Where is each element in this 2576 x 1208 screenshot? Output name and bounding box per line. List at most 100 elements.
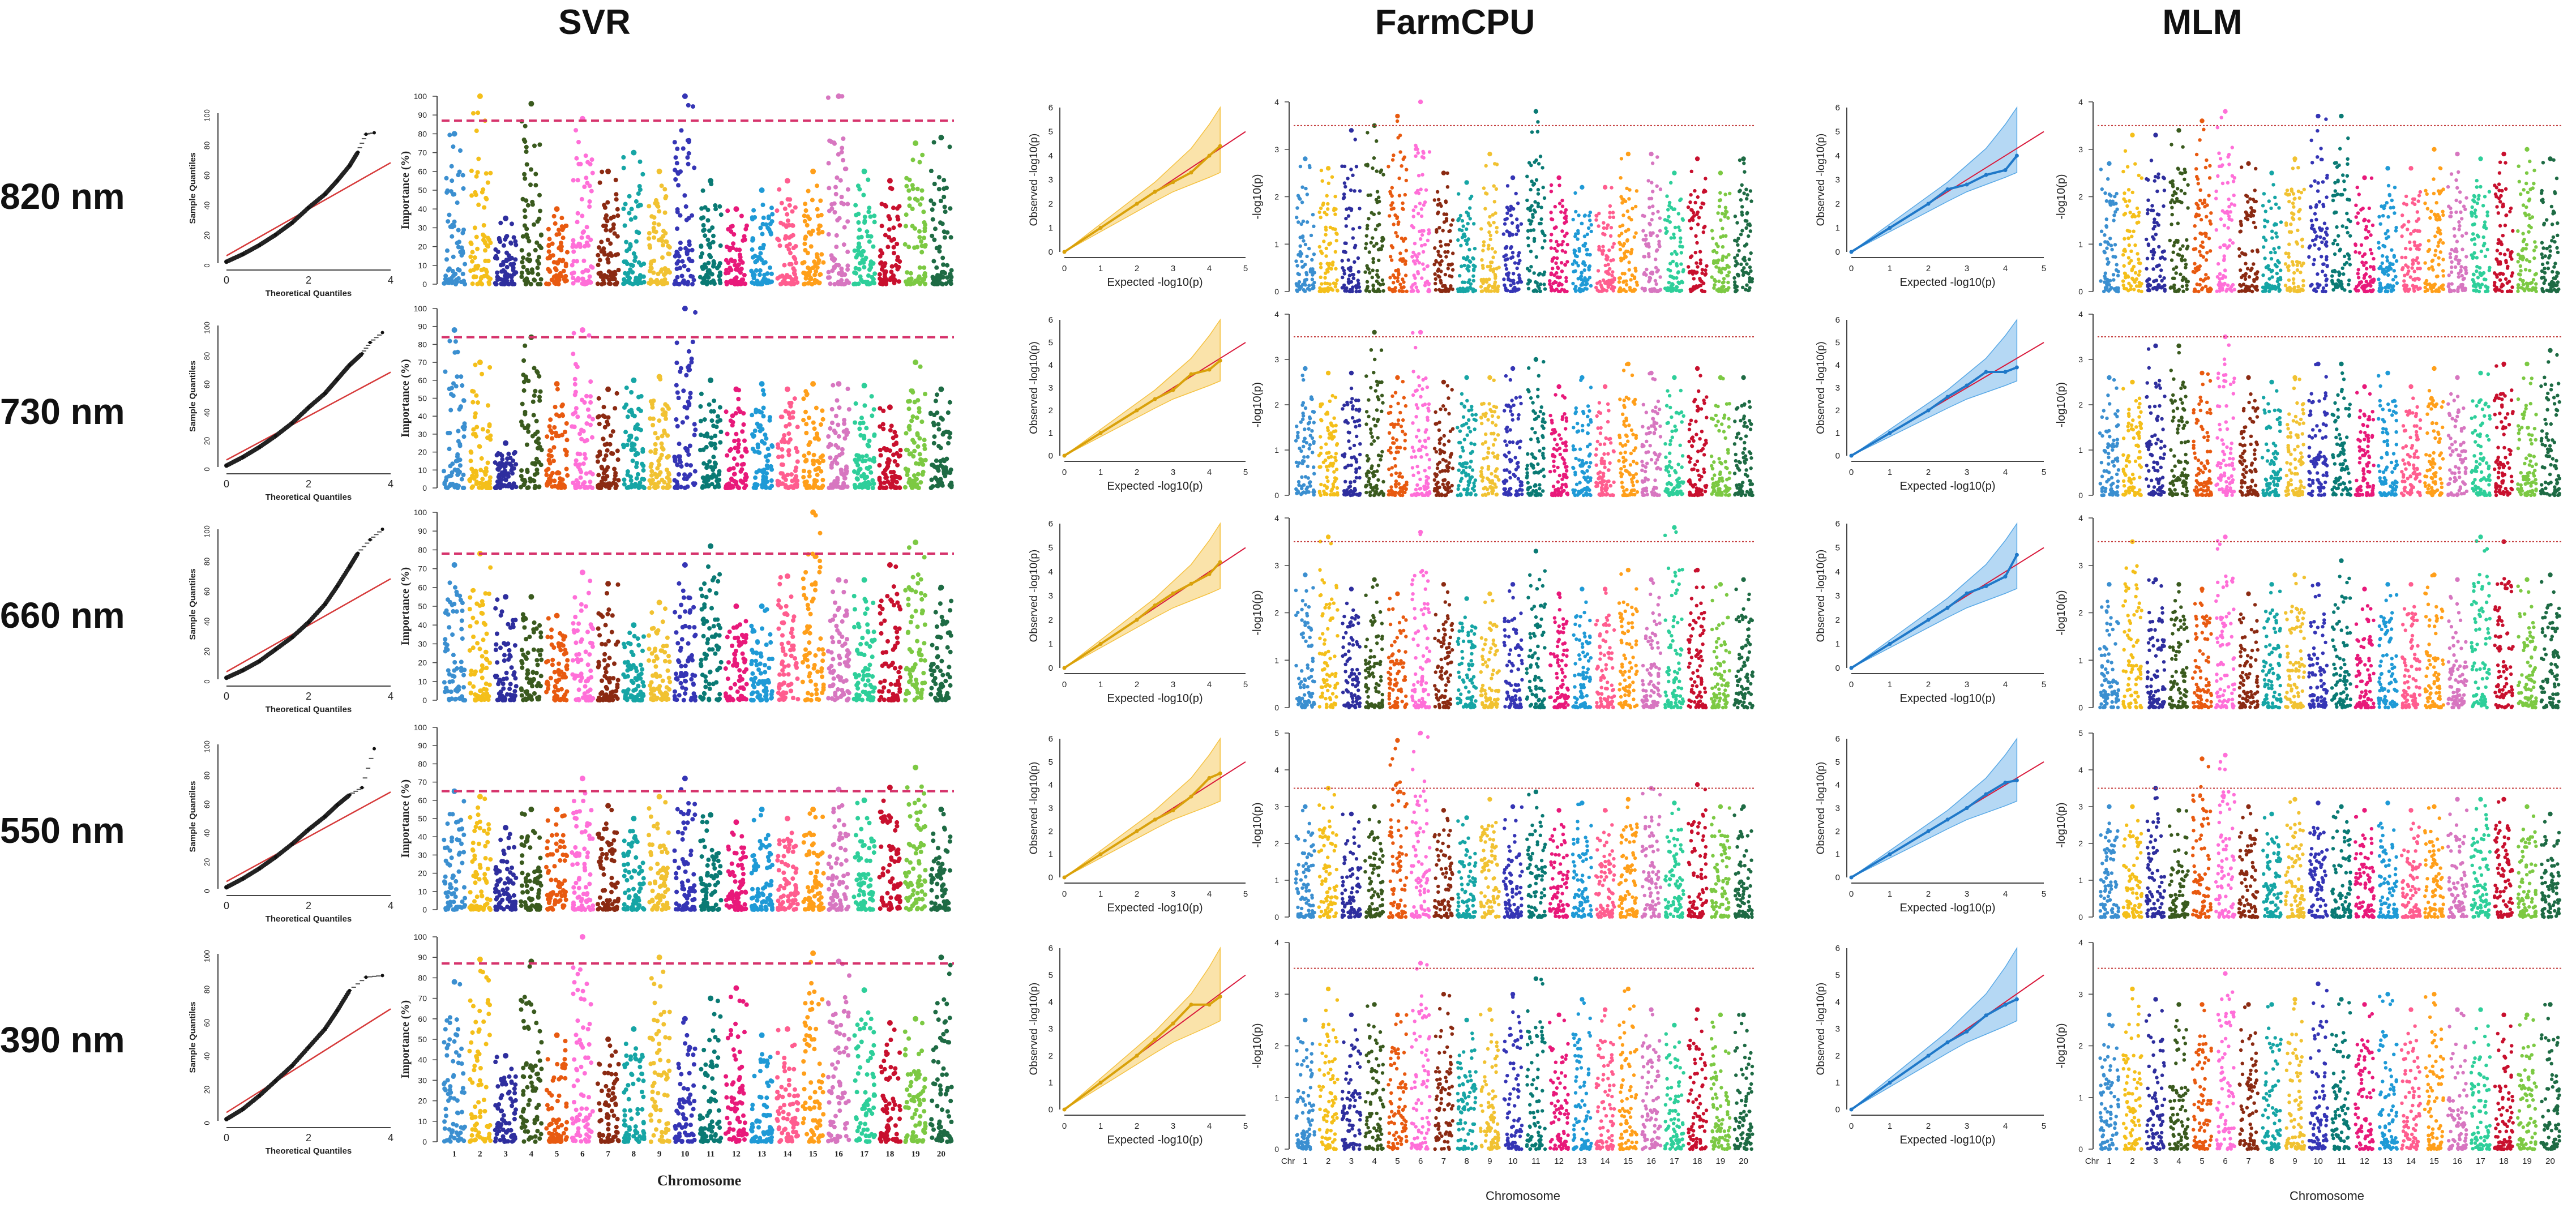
snp-point [1588, 211, 1593, 215]
snp-point [2394, 275, 2398, 279]
snp-point [741, 277, 746, 282]
snp-point [2103, 271, 2107, 275]
snp-point [2348, 289, 2352, 294]
snp-point [947, 144, 952, 149]
snp-point [2139, 176, 2143, 180]
snp-point [1298, 197, 1302, 201]
snp-point [674, 161, 679, 166]
snp-peak-point [2316, 113, 2321, 119]
snp-point [2479, 185, 2483, 189]
snp-point [1343, 185, 1347, 189]
snp-point [1450, 262, 1454, 266]
snp-point [2346, 157, 2350, 161]
snp-point [769, 205, 774, 211]
snp-point [2532, 168, 2536, 173]
snp-peak-point [2385, 166, 2390, 171]
snp-point [1439, 239, 1443, 243]
snp-point [1442, 212, 1446, 216]
snp-point [2116, 273, 2120, 278]
y-axis-label: Sample Quantiles [188, 153, 198, 224]
snp-point [580, 213, 585, 219]
snp-point [1624, 255, 1628, 259]
snp-point [1481, 266, 1485, 270]
snp-point [453, 282, 458, 286]
snp-point [683, 246, 688, 251]
snp-point [1564, 220, 1568, 224]
snp-point [1579, 275, 1584, 279]
snp-point [2202, 198, 2207, 202]
snp-point [448, 224, 453, 229]
snp-point [2286, 288, 2290, 292]
snp-point [2412, 269, 2416, 273]
snp-point [2436, 226, 2440, 230]
snp-point [840, 272, 845, 277]
snp-point [922, 220, 927, 225]
snp-point [2129, 287, 2133, 291]
snp-point [787, 203, 792, 208]
snp-point [2497, 182, 2501, 186]
snp-point [1482, 240, 1486, 244]
snp-point [1349, 208, 1353, 212]
snp-point [1597, 224, 1601, 228]
snp-point [2500, 242, 2504, 247]
snp-point [673, 155, 678, 160]
snp-point [612, 269, 617, 275]
snp-point [931, 259, 936, 264]
snp-point [611, 274, 616, 279]
snp-point [2464, 232, 2468, 235]
snp-point [676, 183, 681, 188]
snp-point [1655, 184, 1659, 188]
snp-point [2203, 277, 2207, 281]
snp-point [2496, 211, 2500, 215]
snp-point [2456, 258, 2460, 262]
snp-point [1701, 230, 1705, 234]
snp-point [2433, 234, 2437, 238]
snp-point [2454, 210, 2458, 215]
snp-point [902, 242, 908, 247]
snp-point [2291, 263, 2295, 267]
snp-point [1391, 288, 1395, 292]
qq-point [290, 221, 294, 225]
snp-point [651, 270, 656, 275]
snp-point [2386, 273, 2390, 277]
snp-point [2409, 232, 2413, 236]
snp-point [1434, 281, 1437, 286]
snp-point [589, 189, 594, 194]
snp-point [936, 187, 942, 192]
snp-point [2172, 276, 2176, 280]
snp-point [948, 272, 953, 277]
snp-point [1739, 262, 1743, 267]
snp-point [2547, 256, 2551, 260]
snp-point [1326, 181, 1330, 185]
snp-point [1527, 161, 1531, 165]
snp-point [2179, 189, 2183, 193]
snp-point [1562, 288, 1567, 292]
snp-point [2417, 194, 2421, 198]
y-tick-label: 70 [418, 148, 427, 157]
snp-point [2312, 262, 2316, 267]
snp-point [1427, 150, 1432, 154]
snp-point [818, 198, 823, 203]
snp-point [623, 259, 628, 264]
snp-point [834, 245, 839, 250]
snp-point [635, 279, 640, 283]
snp-point [1594, 285, 1598, 290]
snp-point [2156, 223, 2160, 227]
snp-point [2253, 225, 2258, 229]
snp-point [2108, 237, 2112, 241]
snp-point [904, 183, 909, 189]
snp-point [2178, 247, 2183, 251]
snp-point [571, 242, 576, 247]
snp-point [930, 207, 935, 212]
snp-point [1341, 266, 1345, 270]
snp-point [1617, 276, 1621, 280]
snp-point [2382, 245, 2387, 249]
snp-point [1492, 200, 1496, 204]
snp-point [2432, 212, 2437, 216]
snp-point [2185, 238, 2189, 242]
snp-point [1365, 280, 1370, 284]
snp-point [2252, 279, 2256, 283]
snp-point [1679, 262, 1683, 266]
snp-point [1600, 285, 1604, 289]
snp-point [2139, 289, 2143, 294]
